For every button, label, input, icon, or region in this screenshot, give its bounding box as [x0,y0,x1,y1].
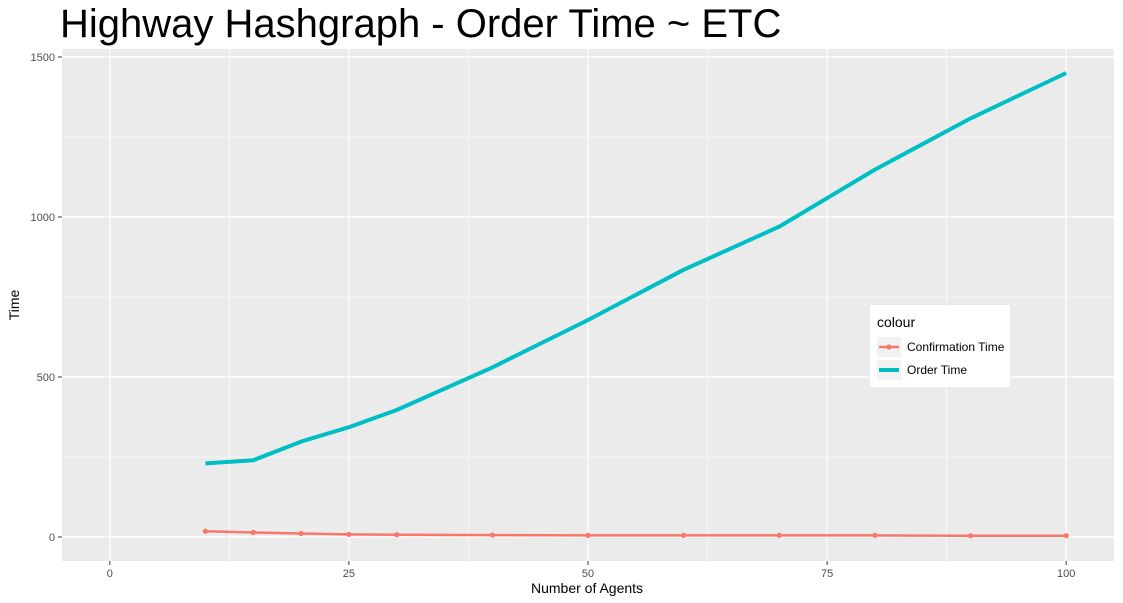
y-tick-label: 500 [37,372,55,384]
series-line [205,71,1068,466]
data-point [967,533,974,539]
y-tick-label: 1500 [31,52,55,64]
legend-key-point [886,344,892,350]
legend-label: Order Time [907,363,967,377]
data-point [776,532,782,539]
x-axis-title: Number of Agents [531,580,643,596]
legend: colour Confirmation Time Order Time [870,305,1010,387]
x-tick-label: 75 [821,568,833,580]
y-axis: 0 500 1000 1500 [31,52,62,544]
series-line [205,529,1067,537]
x-axis: 0 25 50 75 100 [107,561,1075,580]
legend-title: colour [877,314,915,330]
x-tick-label: 25 [343,568,355,580]
data-point [585,532,591,539]
data-point [202,528,209,534]
series-confirmation-time [202,528,1069,539]
series-order-time [205,71,1068,466]
data-point [489,532,495,538]
chart-title: Highway Hashgraph - Order Time ~ ETC [60,2,782,46]
y-axis-title: Time [6,289,22,320]
data-point [250,529,256,536]
x-tick-label: 0 [107,568,113,580]
data-point [394,532,400,538]
series-layer [202,71,1069,539]
data-point [1063,533,1069,539]
data-point [681,532,687,539]
data-point [346,531,352,538]
x-tick-label: 50 [582,568,594,580]
x-tick-label: 100 [1057,568,1075,580]
y-tick-label: 1000 [31,212,55,224]
data-point [298,530,304,537]
y-tick-label: 0 [49,532,55,544]
legend-label: Confirmation Time [907,340,1005,354]
data-point [872,532,878,539]
major-gridlines [62,49,1114,561]
